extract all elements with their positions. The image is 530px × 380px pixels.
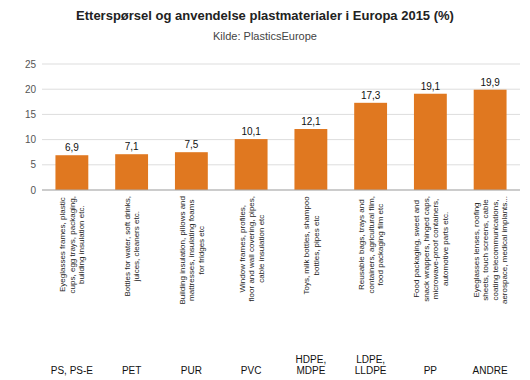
grid-line [42,114,520,115]
bar [354,103,387,190]
grid-line [42,89,520,90]
y-tick-label: 20 [25,84,37,95]
data-label: 19,9 [480,77,500,88]
annotation: Toys, milk bottles, shampoobottles, pipe… [302,196,321,295]
category-label: LDPE,LLDPE [355,354,387,376]
annotation-line: snack wrappers, hinged caps, [422,196,431,302]
category-line: LLDPE [355,365,387,376]
annotation-line: containers, agricultural film, [367,196,376,293]
chart-container: Etterspørsel og anvendelse plastmaterial… [0,0,530,380]
bar [294,129,327,190]
subtitle: Kilde: PlasticsEurope [213,30,317,42]
bar [474,90,507,190]
bar [175,152,208,190]
category-label: ANDRE [473,365,508,376]
annotation: Reusable bags, trays andcontainers, agri… [357,196,385,293]
category-line: HDPE, [296,354,327,365]
annotation-group: Food packaging, sweet andsnack wrappers,… [412,196,450,302]
annotation-line: Building insulation, pillows and [178,196,187,305]
annotation-line: building insulation etc. [77,205,86,284]
y-tick-label: 5 [30,159,36,170]
annotation-group: Eyeglasses frames, plasticcups, egg tray… [58,196,86,293]
annotation-line: Eyeglasses frames, plastic [58,197,67,292]
data-label: 7,1 [125,141,139,152]
annotation-group: Building insulation, pillows andmattress… [178,196,206,305]
annotation: Window frames, profiles,floor and wall c… [238,196,266,301]
data-label: 12,1 [301,116,321,127]
annotation-line: for fridges etc [197,226,206,274]
category-label: PVC [241,365,262,376]
annotation-line: food packaging film etc [376,204,385,286]
annotation-line: cups, egg trays, packaging, [68,196,77,293]
annotation-line: Toys, milk bottles, shampoo [302,196,311,295]
annotation-group: Window frames, profiles,floor and wall c… [238,196,266,301]
annotation-line: aerospace, medical implants... [500,196,509,304]
annotation-line: Eyeglasses lenses, roofing [472,202,481,297]
category-line: LDPE, [356,354,385,365]
bars [55,90,506,190]
annotation-line: cable insulation etc [257,215,266,283]
title: Etterspørsel og anvendelse plastmaterial… [76,8,454,23]
annotation: Eyeglasses lenses, roofingsheets, touch … [472,196,510,304]
y-tick-label: 0 [30,185,36,196]
annotation: Bottles for water, soft drinks,juices, c… [123,196,142,296]
category-label: PUR [181,365,202,376]
chart-svg: Etterspørsel og anvendelse plastmaterial… [0,0,530,380]
annotation-group: Reusable bags, trays andcontainers, agri… [357,196,385,293]
category-line: PUR [181,365,202,376]
annotation-group: Eyeglasses lenses, roofingsheets, touch … [472,196,510,304]
category-label: PET [122,365,141,376]
category-line: MDPE [296,365,325,376]
data-label: 6,9 [65,142,79,153]
annotation-line: Reusable bags, trays and [357,199,366,290]
data-label: 10,1 [241,126,261,137]
grid-line [42,64,520,65]
category-line: PVC [241,365,262,376]
annotation-line: bottles, pipes etc [312,215,321,275]
data-label: 7,5 [184,139,198,150]
bar [115,154,148,190]
category-line: PS, PS-E [51,365,94,376]
annotation-line: Window frames, profiles, [238,205,247,293]
data-label: 17,3 [361,90,381,101]
grid-line [42,164,520,165]
annotation-line: mattresses, insulating foams [187,200,196,301]
annotation: Eyeglasses frames, plasticcups, egg tray… [58,196,86,293]
category-label: HDPE,MDPE [296,354,327,376]
annotation-line: juices, cleaners etc. [132,211,141,282]
grid [42,64,520,190]
bar [414,94,447,190]
y-tick-label: 25 [25,59,37,70]
bar [55,155,88,190]
category-line: PET [122,365,141,376]
annotation-line: automotive parts etc. [441,212,450,286]
grid-line [42,139,520,140]
annotation-group: Toys, milk bottles, shampoobottles, pipe… [302,196,321,295]
bar [235,139,268,190]
annotation-line: coating telecommunications, [491,200,500,301]
grid-line [42,190,520,191]
annotation-line: sheets, touch screens, cable [481,199,490,301]
annotation: Food packaging, sweet andsnack wrappers,… [412,196,450,302]
annotation-line: Bottles for water, soft drinks, [123,196,132,296]
annotation: Building insulation, pillows andmattress… [178,196,206,305]
y-tick-label: 10 [25,134,37,145]
annotation-line: floor and wall covering, pipes, [247,196,256,301]
category-label: PS, PS-E [51,365,94,376]
annotation-group: Bottles for water, soft drinks,juices, c… [123,196,142,296]
annotation-line: Food packaging, sweet and [412,200,421,298]
y-tick-label: 15 [25,109,37,120]
data-label: 19,1 [421,81,441,92]
annotation-line: microwave-proof containers, [431,199,440,299]
x-axis-line [42,190,520,191]
category-line: PP [424,365,438,376]
category-label: PP [424,365,438,376]
category-line: ANDRE [473,365,508,376]
